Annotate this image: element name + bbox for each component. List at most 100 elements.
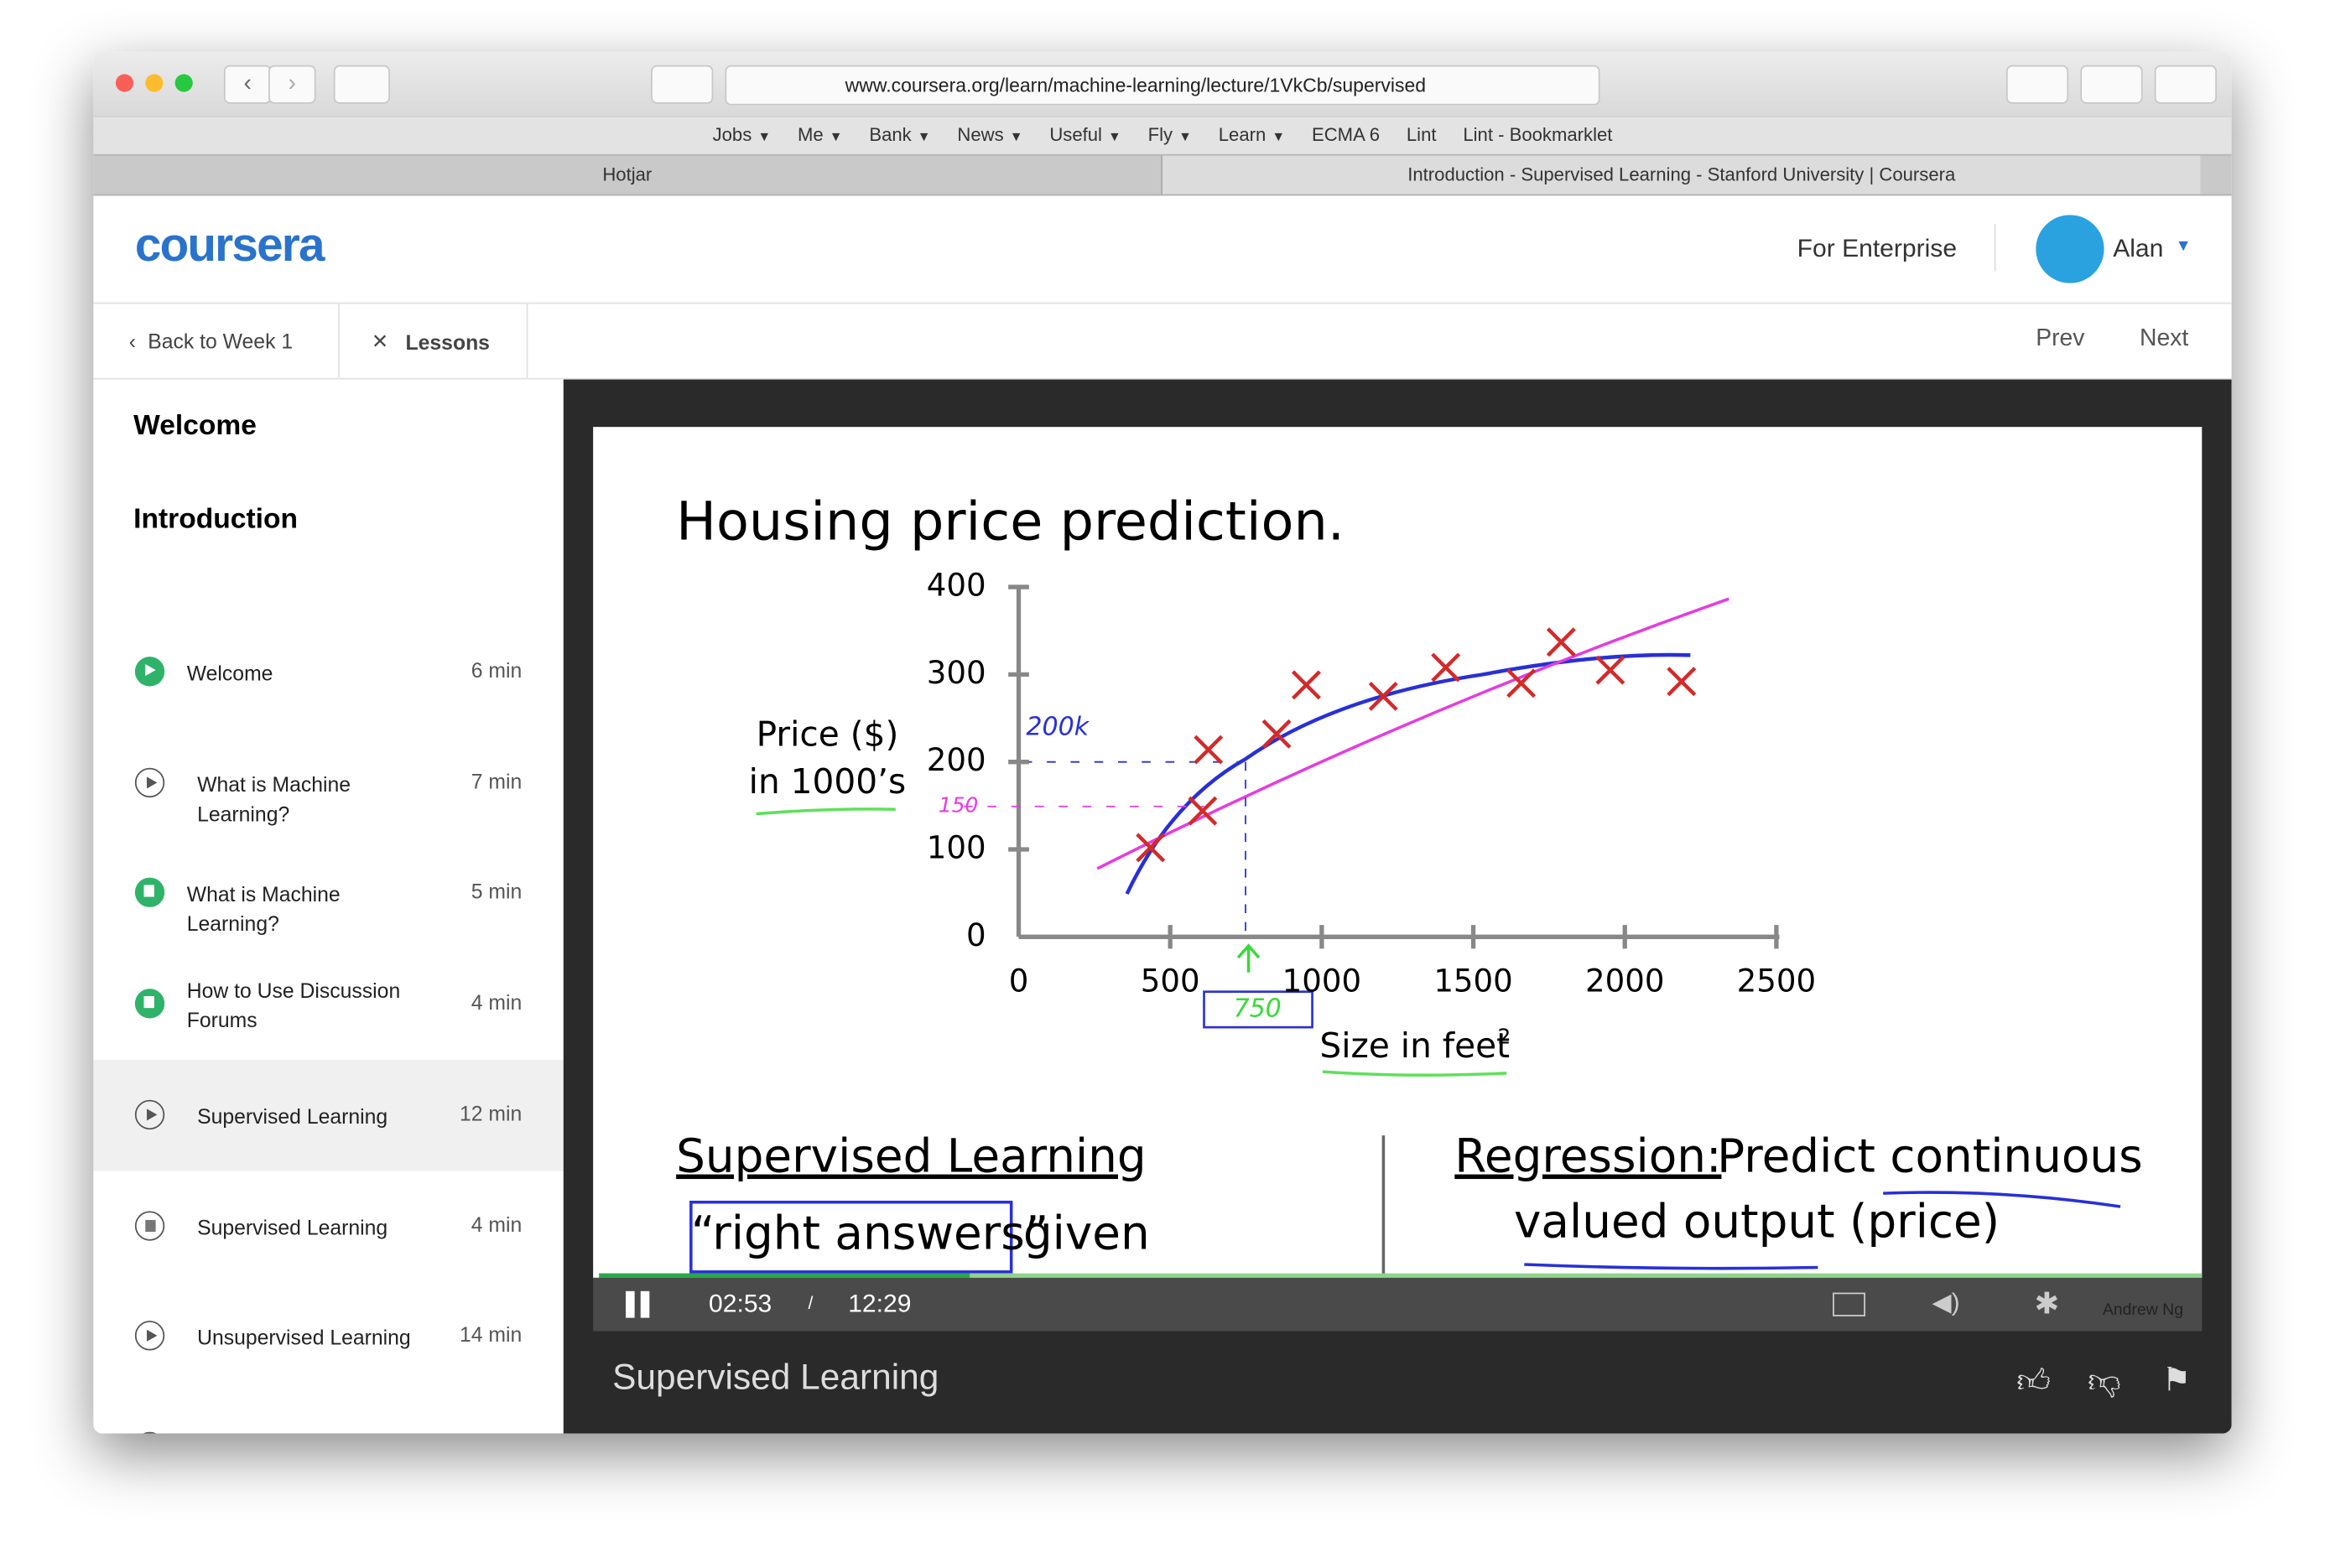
captions-button[interactable]	[1833, 1292, 1865, 1316]
lesson-title: Unsupervised Learning	[197, 1325, 411, 1350]
handwritten-note: 200k	[1026, 713, 1090, 742]
underline	[756, 807, 896, 816]
lesson-item[interactable]: Welcome 6 min	[93, 616, 563, 728]
credit: Andrew Ng	[2102, 1301, 2184, 1320]
handwritten-note: 750	[1233, 994, 1281, 1023]
x-tick-label: 2000	[1585, 963, 1664, 999]
video-icon	[134, 1321, 165, 1351]
reading-icon	[134, 1210, 165, 1240]
site-header: coursera For Enterprise Alan ▼	[93, 195, 2232, 304]
data-point	[1291, 670, 1321, 700]
bookmark-label: Lint - Bookmarklet	[1463, 124, 1613, 146]
lesson-title: What is Machine Learning?	[197, 771, 351, 826]
x-axis-label: Size in feet	[1319, 1025, 1510, 1066]
back-link[interactable]: ‹ Back to Week 1	[93, 304, 340, 378]
avatar[interactable]	[2036, 215, 2104, 283]
address-bar[interactable]: www.coursera.org/learn/machine-learning/…	[725, 65, 1600, 106]
lessons-text: Lessons	[405, 330, 490, 355]
volume-button[interactable]: ◀)	[1932, 1288, 1960, 1316]
bookmarks-bar: Jobs ▼ Me ▼ Bank ▼ News ▼ Useful ▼ Fly ▼ Learn ▼ ECMA …	[93, 115, 2232, 154]
slide: Housing price prediction. Price ($) in 1…	[593, 427, 2203, 1278]
fit-curve	[1125, 652, 1691, 895]
settings-button[interactable]: ✱	[2034, 1288, 2060, 1321]
x-tick-label: 500	[1141, 963, 1200, 999]
total-time: 12:29	[848, 1290, 912, 1318]
bookmark[interactable]: Bank ▼	[869, 117, 930, 154]
slide-heading: Regression:	[1454, 1129, 1721, 1183]
bookmark[interactable]: Lint - Bookmarklet	[1463, 117, 1612, 154]
underline	[1883, 1191, 2121, 1208]
lesson-item[interactable]: Supervised Learning 12 min	[93, 1059, 564, 1171]
data-point	[1546, 627, 1576, 657]
bookmark[interactable]: Useful ▼	[1049, 117, 1121, 154]
data-point	[1194, 735, 1224, 765]
like-button[interactable]: 👍︎	[2016, 1362, 2051, 1399]
bookmark-label: Fly	[1147, 124, 1173, 146]
data-point	[1595, 655, 1625, 685]
lesson-item[interactable]: Supervised Learning 4 min	[93, 1171, 563, 1282]
lessons-toggle[interactable]: × Lessons	[340, 304, 528, 378]
lesson-duration: 12 min	[459, 1101, 523, 1125]
lesson-item[interactable]: How to Use Discussion Forums 4 min	[93, 949, 563, 1061]
video-player: Housing price prediction. Price ($) in 1…	[563, 379, 2232, 1434]
bookmark[interactable]: Fly ▼	[1148, 117, 1192, 154]
lesson-item[interactable]: What is Machine Learning? 5 min	[93, 839, 563, 950]
x-tick-label: 1500	[1433, 963, 1512, 999]
underline	[1322, 1070, 1507, 1077]
zoom-button[interactable]	[174, 74, 193, 92]
next-link[interactable]: Next	[2140, 325, 2189, 351]
tab-title: Introduction - Supervised Learning - Sta…	[1407, 164, 1956, 185]
icon-glyph	[145, 664, 156, 677]
dropdown-caret: ▼	[757, 128, 772, 144]
dropdown-caret: ▼	[1108, 128, 1121, 144]
y-tick-label: 300	[927, 655, 986, 691]
video-icon	[134, 767, 165, 797]
divider	[1994, 223, 1996, 272]
logo[interactable]: coursera	[134, 217, 325, 272]
bookmark[interactable]: Jobs ▼	[713, 117, 772, 154]
flag-button[interactable]: ⚑	[2161, 1360, 2192, 1399]
user-menu-caret[interactable]: ▼	[2175, 236, 2192, 256]
bookmark-label: Bank	[869, 124, 912, 146]
download-button[interactable]	[2005, 65, 2069, 104]
back-button[interactable]: ‹	[223, 65, 272, 104]
bookmark[interactable]: Lint	[1407, 117, 1437, 154]
data-point	[1506, 668, 1537, 698]
tab[interactable]: Hotjar	[93, 155, 1163, 195]
note-box	[689, 1200, 1013, 1274]
pause-button[interactable]	[626, 1290, 635, 1318]
dislike-button[interactable]: 👎︎	[2088, 1362, 2121, 1399]
bookmark[interactable]: Me ▼	[798, 117, 843, 154]
lesson-item[interactable]: Unsupervised Learning3 min	[93, 1392, 563, 1434]
bookmark[interactable]: Learn ▼	[1219, 117, 1285, 154]
progress-track[interactable]	[599, 1273, 2203, 1278]
x-tick-label: 0	[1009, 963, 1029, 999]
sidebar-button[interactable]	[333, 65, 390, 104]
lesson-item[interactable]: What is Machine Learning? 7 min	[93, 727, 563, 839]
lesson-item[interactable]: Unsupervised Learning 14 min	[93, 1281, 563, 1393]
tab[interactable]: Introduction - Supervised Learning - Sta…	[1162, 155, 2201, 195]
browser-window: ‹ › www.coursera.org/learn/machine-learn…	[93, 51, 2232, 1434]
lesson-title: Welcome	[186, 661, 273, 685]
bookmark[interactable]: News ▼	[957, 117, 1022, 154]
data-point	[1368, 681, 1398, 711]
lesson-duration: 4 min	[471, 990, 523, 1015]
icon-glyph	[147, 776, 158, 788]
bookmark-label: Useful	[1049, 124, 1102, 146]
lesson-nav: ‹ Back to Week 1 × Lessons Prev Next	[93, 304, 2232, 380]
data-point	[1188, 796, 1218, 826]
minimize-button[interactable]	[145, 74, 164, 92]
prev-link[interactable]: Prev	[2036, 325, 2085, 351]
share-button[interactable]	[2080, 65, 2143, 104]
data-point	[1431, 652, 1461, 683]
close-button[interactable]	[115, 74, 134, 92]
extension-button[interactable]	[651, 65, 714, 104]
tabs-button[interactable]	[2154, 65, 2217, 104]
forward-button[interactable]: ›	[268, 65, 316, 104]
user-name[interactable]: Alan	[2113, 234, 2164, 262]
enterprise-link[interactable]: For Enterprise	[1797, 234, 1958, 262]
y-tick-label: 0	[966, 917, 986, 953]
bookmark-label: ECMA 6	[1311, 124, 1381, 146]
bookmark[interactable]: ECMA 6	[1312, 117, 1380, 154]
